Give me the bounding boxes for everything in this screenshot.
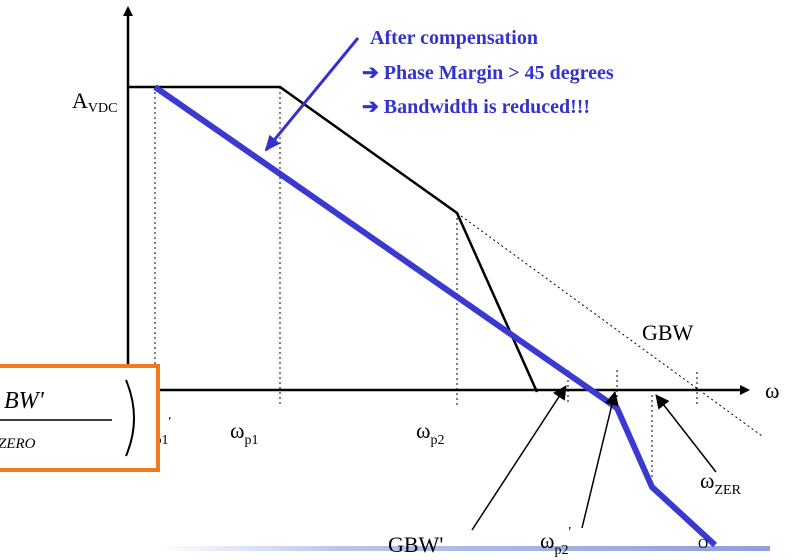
compensated-curve [153,84,718,548]
wzero-label: ωZER [700,468,742,498]
paren [125,379,135,457]
footer-bar [160,546,770,551]
formula-numerator: BW' [4,388,45,414]
formula-denominator: ZERO [0,436,36,452]
x-axis-label: ω [765,378,779,403]
wzero-label-tail: O [698,537,708,552]
wp2-label: ωp2 [416,418,444,448]
gbw-prime-arrow [471,385,567,531]
gbw-label: GBW [642,320,694,345]
wp2-prime-arrow [581,391,619,529]
wp2-prime-label: ωp2' [540,525,571,558]
wp1-label: ωp1 [230,418,258,448]
gbw-prime-label: GBW' [388,532,443,557]
wzero-arrow [655,394,717,473]
annotation-title: After compensation [370,27,538,49]
annotation-point: ➔ Phase Margin > 45 degrees [362,62,614,84]
y-axis-label: AVDC [72,88,117,116]
annotation-point: ➔ Bandwidth is reduced!!! [362,96,590,118]
formula-box [0,364,160,472]
annotation-arrow [264,37,360,152]
uncompensated-curve [128,85,539,393]
